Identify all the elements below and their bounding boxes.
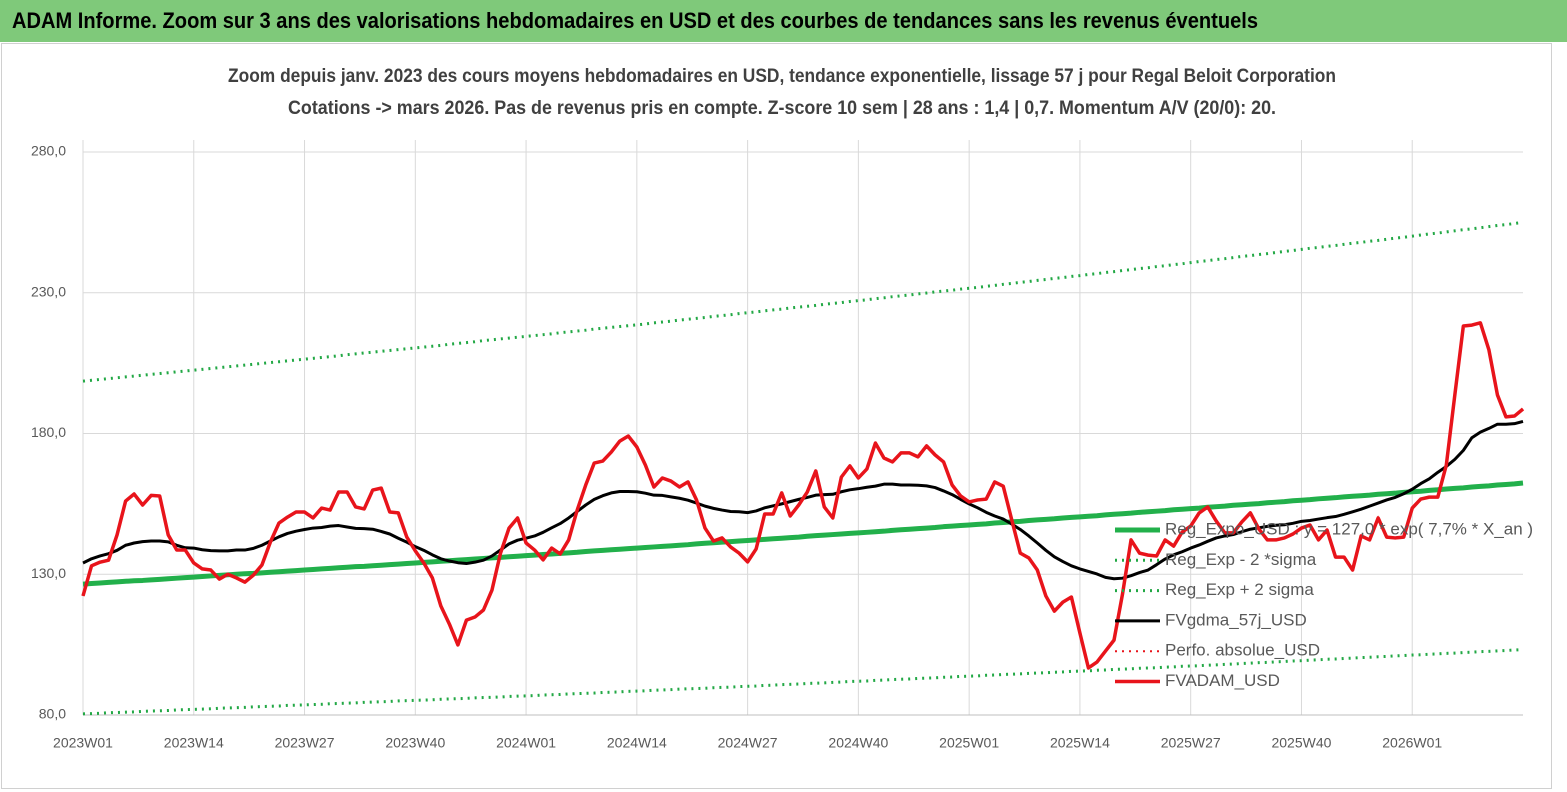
chart-subtitle: Zoom depuis janv. 2023 des cours moyens … <box>228 66 1336 87</box>
x-tick-label: 2023W01 <box>53 735 113 751</box>
series-line <box>81 321 1525 670</box>
x-tick-label: 2024W40 <box>828 735 888 751</box>
legend-label: Reg_Exp - 2 *sigma <box>1165 550 1317 569</box>
x-tick-label: 2023W14 <box>164 735 224 751</box>
grid: 80,0 130,0 180,0 230,0 280,0 2023W01 2023W14 20… <box>31 140 1523 751</box>
x-tick-label: 2025W27 <box>1161 735 1221 751</box>
x-tick-label: 2023W40 <box>385 735 445 751</box>
y-tick-label: 230,0 <box>31 283 66 299</box>
y-tick-label: 180,0 <box>31 424 66 440</box>
chart-border <box>1 43 1552 789</box>
series-line <box>82 480 1524 587</box>
x-tick-label: 2024W14 <box>607 735 667 751</box>
legend-label: FVADAM_USD <box>1165 671 1280 690</box>
legend-label: Perfo. absolue_USD <box>1165 641 1320 660</box>
legend-label: Reg_Exp + 2 sigma <box>1165 580 1314 599</box>
x-tick-label: 2026W01 <box>1382 735 1442 751</box>
legend-label: FVgdma_57j_USD <box>1165 610 1307 629</box>
x-tick-label: 2025W40 <box>1271 735 1331 751</box>
x-tick-label: 2025W01 <box>939 735 999 751</box>
x-tick-label: 2025W14 <box>1050 735 1110 751</box>
banner <box>0 0 1567 42</box>
plot-lines <box>81 220 1525 716</box>
y-tick-label: 80,0 <box>39 706 66 722</box>
chart-subtitle: Cotations -> mars 2026. Pas de revenus p… <box>288 98 1276 119</box>
y-tick-label: 280,0 <box>31 143 66 159</box>
x-tick-label: 2024W01 <box>496 735 556 751</box>
y-tick-label: 130,0 <box>31 565 66 581</box>
banner-title: ADAM Informe. Zoom sur 3 ans des valoris… <box>12 8 1258 33</box>
legend-label: Reg_Expo_USD : y = 127,0 * exp( 7,7% * X… <box>1165 519 1533 538</box>
x-tick-label: 2023W27 <box>275 735 335 751</box>
x-tick-label: 2024W27 <box>718 735 778 751</box>
legend: Reg_Expo_USD : y = 127,0 * exp( 7,7% * X… <box>1115 519 1533 690</box>
